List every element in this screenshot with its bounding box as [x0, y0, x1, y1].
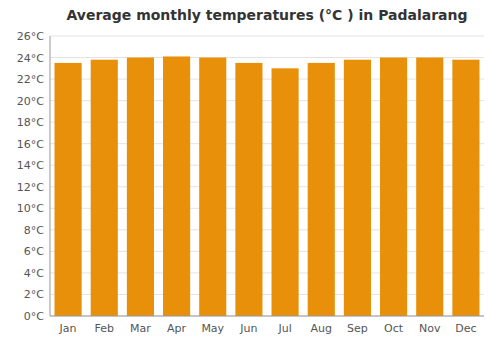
x-tick-label: May	[201, 322, 224, 335]
x-tick-label: Nov	[419, 322, 441, 335]
bar	[235, 63, 262, 316]
bar	[308, 63, 335, 316]
x-tick-label: Jul	[277, 322, 291, 335]
y-tick-label: 10°C	[17, 202, 44, 215]
x-tick-label: Jun	[239, 322, 257, 335]
y-tick-label: 16°C	[17, 138, 44, 151]
bar	[344, 60, 371, 316]
chart-container: Average monthly temperatures (°C ) in Pa…	[0, 0, 500, 350]
grid	[50, 36, 484, 316]
bar	[272, 68, 299, 316]
y-axis-line	[50, 36, 51, 316]
chart: Average monthly temperatures (°C ) in Pa…	[0, 0, 500, 350]
x-tick-label: Feb	[95, 322, 114, 335]
x-tick-label: Aug	[311, 322, 332, 335]
bar	[452, 60, 479, 316]
y-tick-label: 8°C	[24, 224, 44, 237]
bar	[127, 58, 154, 316]
y-tick-label: 20°C	[17, 95, 44, 108]
bar	[163, 56, 190, 316]
grid-line	[50, 36, 484, 37]
y-tick-label: 6°C	[24, 245, 44, 258]
y-tick-label: 14°C	[17, 159, 44, 172]
bars	[55, 56, 480, 316]
title: Average monthly temperatures (°C ) in Pa…	[66, 7, 467, 23]
x-tick-label: Jan	[59, 322, 77, 335]
y-tick-label: 22°C	[17, 73, 44, 86]
x-tick-label: Dec	[455, 322, 476, 335]
y-tick-label: 26°C	[17, 30, 44, 43]
x-tick-label: Sep	[347, 322, 368, 335]
y-tick-label: 2°C	[24, 288, 44, 301]
bar	[416, 58, 443, 316]
x-tick-label: Apr	[167, 322, 187, 335]
x-tick-label: Mar	[130, 322, 151, 335]
y-tick-label: 18°C	[17, 116, 44, 129]
bar	[91, 60, 118, 316]
x-axis: Jan Feb Mar Apr May Jun Jul Aug Sep Oct Nov Dec	[59, 322, 477, 335]
y-tick-label: 0°C	[24, 310, 44, 323]
bar	[55, 63, 82, 316]
x-tick-label: Oct	[384, 322, 404, 335]
bar	[380, 58, 407, 316]
x-axis-line	[50, 316, 484, 317]
grid-line	[50, 316, 484, 317]
y-tick-label: 4°C	[24, 267, 44, 280]
y-tick-label: 12°C	[17, 181, 44, 194]
bar	[199, 58, 226, 316]
y-tick-label: 24°C	[17, 52, 44, 65]
y-axis: 0°C 2°C 4°C 6°C 8°C 10°C 12°C 14°C 16°C 18°C 20°C 2…	[17, 30, 44, 323]
